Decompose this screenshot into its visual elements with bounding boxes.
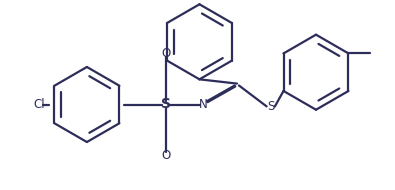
Text: S: S <box>267 100 274 113</box>
Text: O: O <box>161 47 171 60</box>
Text: S: S <box>161 97 171 112</box>
Text: N: N <box>199 98 208 111</box>
Text: O: O <box>161 149 171 162</box>
Text: Cl: Cl <box>33 98 45 111</box>
